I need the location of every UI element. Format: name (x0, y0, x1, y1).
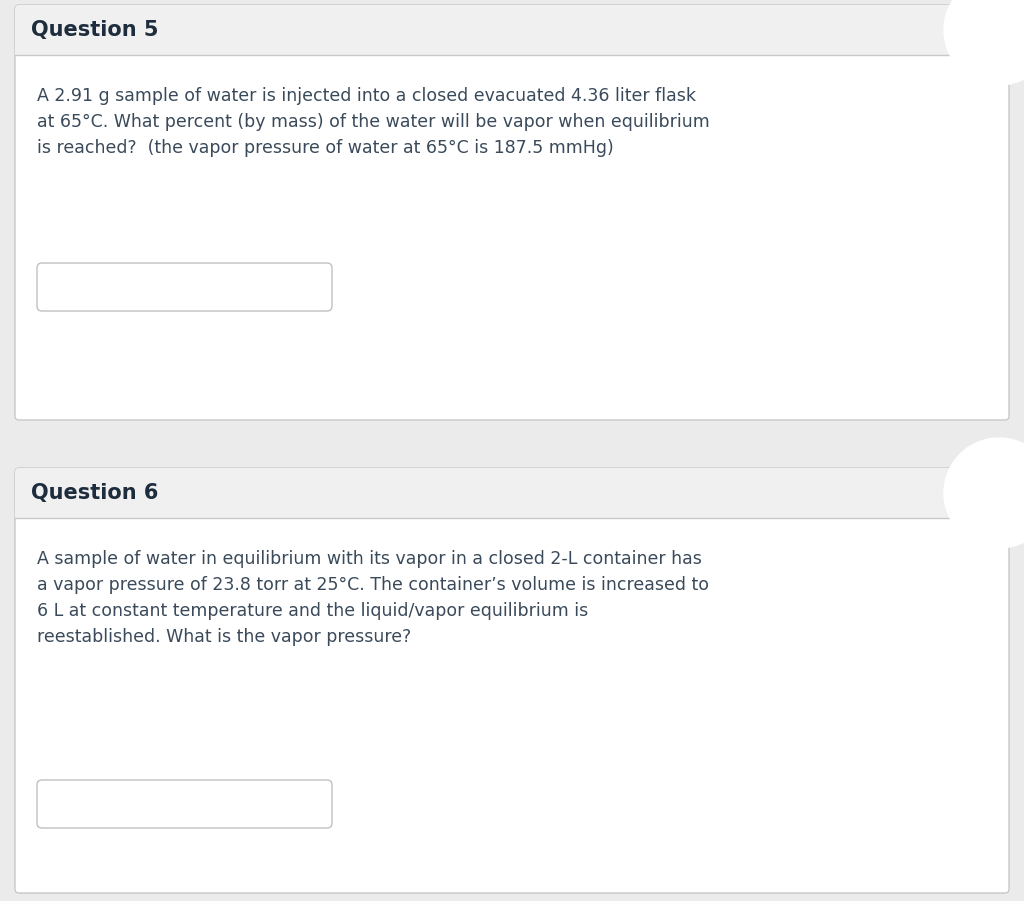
Polygon shape (15, 49, 1009, 55)
FancyBboxPatch shape (15, 5, 1009, 55)
Circle shape (944, 438, 1024, 548)
Text: at 65°C. What percent (by mass) of the water will be vapor when equilibrium: at 65°C. What percent (by mass) of the w… (37, 113, 710, 131)
Text: a vapor pressure of 23.8 torr at 25°C. The container’s volume is increased to: a vapor pressure of 23.8 torr at 25°C. T… (37, 576, 709, 594)
Text: Question 6: Question 6 (31, 483, 159, 503)
FancyBboxPatch shape (15, 5, 1009, 420)
Text: is reached?  (the vapor pressure of water at 65°C is 187.5 mmHg): is reached? (the vapor pressure of water… (37, 139, 613, 157)
Circle shape (944, 0, 1024, 85)
FancyBboxPatch shape (37, 780, 332, 828)
FancyBboxPatch shape (15, 468, 1009, 893)
FancyBboxPatch shape (37, 263, 332, 311)
Text: 6 L at constant temperature and the liquid/vapor equilibrium is: 6 L at constant temperature and the liqu… (37, 602, 588, 620)
Polygon shape (15, 512, 1009, 518)
Text: A sample of water in equilibrium with its vapor in a closed 2-L container has: A sample of water in equilibrium with it… (37, 550, 701, 568)
Text: Question 5: Question 5 (31, 20, 159, 40)
FancyBboxPatch shape (15, 468, 1009, 518)
Text: reestablished. What is the vapor pressure?: reestablished. What is the vapor pressur… (37, 628, 412, 646)
Text: A 2.91 g sample of water is injected into a closed evacuated 4.36 liter flask: A 2.91 g sample of water is injected int… (37, 87, 696, 105)
